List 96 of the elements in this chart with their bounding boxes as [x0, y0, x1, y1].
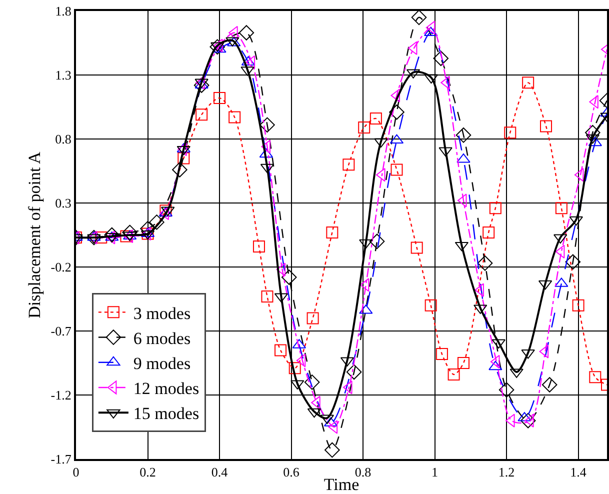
point [569, 216, 583, 226]
point [433, 50, 449, 66]
point [448, 368, 460, 381]
point [374, 138, 388, 148]
point [161, 206, 175, 216]
x-tick-label: 1.4 [570, 464, 587, 480]
point [456, 128, 472, 143]
point [104, 227, 120, 243]
y-tick-label: -1.2 [50, 388, 72, 403]
point [228, 111, 241, 124]
point [194, 78, 210, 93]
point [436, 348, 448, 360]
point [238, 25, 254, 40]
point [176, 146, 190, 156]
point [346, 364, 362, 380]
point [520, 412, 536, 428]
point [274, 344, 287, 356]
point [522, 76, 534, 89]
point [260, 117, 275, 133]
point [276, 262, 286, 276]
point [554, 234, 568, 244]
point [304, 374, 320, 390]
point [288, 362, 301, 374]
y-tick-label: 0.8 [55, 132, 72, 147]
point [477, 256, 493, 271]
point [408, 41, 418, 55]
point [172, 162, 188, 178]
point [306, 312, 319, 324]
point [369, 234, 385, 250]
point [324, 442, 340, 458]
point [424, 299, 437, 312]
point [296, 354, 306, 368]
point [489, 202, 502, 214]
point [328, 420, 338, 434]
point [540, 120, 552, 132]
x-tick-label: 0.6 [283, 464, 300, 480]
legend-label: 15 modes [133, 404, 200, 424]
point [539, 344, 549, 358]
x-tick-label: 0.8 [354, 464, 372, 480]
point [149, 214, 164, 230]
point [88, 230, 98, 244]
x-tick-label: 0.2 [140, 464, 156, 480]
point [492, 339, 506, 349]
legend-label: 12 modes [133, 379, 200, 398]
point [585, 124, 600, 140]
point [457, 194, 467, 208]
point [555, 202, 568, 214]
point [122, 224, 138, 240]
point [214, 92, 226, 104]
legend-label: 3 modes [133, 304, 191, 323]
point [438, 147, 452, 157]
point [196, 108, 208, 121]
point [589, 371, 602, 384]
x-tick-label: 1 [432, 464, 438, 480]
point [389, 104, 404, 120]
point [410, 242, 423, 254]
y-tick-label: 0.3 [55, 196, 72, 211]
point [178, 152, 190, 164]
point [281, 270, 297, 285]
x-tick-label: 0.4 [211, 464, 228, 480]
x-tick-label: 0 [72, 464, 80, 480]
point [572, 299, 584, 312]
y-tick-label: -1.7 [50, 452, 72, 467]
x-tick-label: 1.2 [498, 464, 515, 480]
point [359, 239, 373, 249]
point [210, 39, 226, 54]
point [504, 126, 516, 139]
y-tick-label: -0.2 [50, 260, 72, 275]
point [261, 290, 274, 302]
y-tick-label: 1.8 [55, 4, 72, 19]
point [87, 234, 101, 244]
point [555, 244, 565, 258]
point [360, 278, 370, 292]
legend-label: 9 modes [133, 354, 191, 373]
point [140, 220, 156, 236]
point [358, 121, 370, 134]
point [326, 226, 338, 238]
point [457, 357, 470, 369]
point [565, 254, 581, 270]
legend-label: 6 modes [133, 328, 191, 348]
y-tick-label: -0.7 [50, 324, 72, 339]
point [390, 164, 403, 176]
point [498, 382, 514, 398]
point [320, 414, 334, 424]
point [542, 377, 558, 392]
point [586, 134, 600, 144]
point [342, 158, 355, 171]
point [106, 230, 116, 244]
point [370, 112, 382, 125]
point [252, 240, 265, 253]
point [411, 11, 427, 26]
point [482, 226, 495, 238]
point [426, 20, 436, 34]
y-axis-title: Displacement of point A [24, 150, 44, 318]
y-tick-label: 1.3 [55, 68, 72, 83]
point [86, 230, 102, 246]
